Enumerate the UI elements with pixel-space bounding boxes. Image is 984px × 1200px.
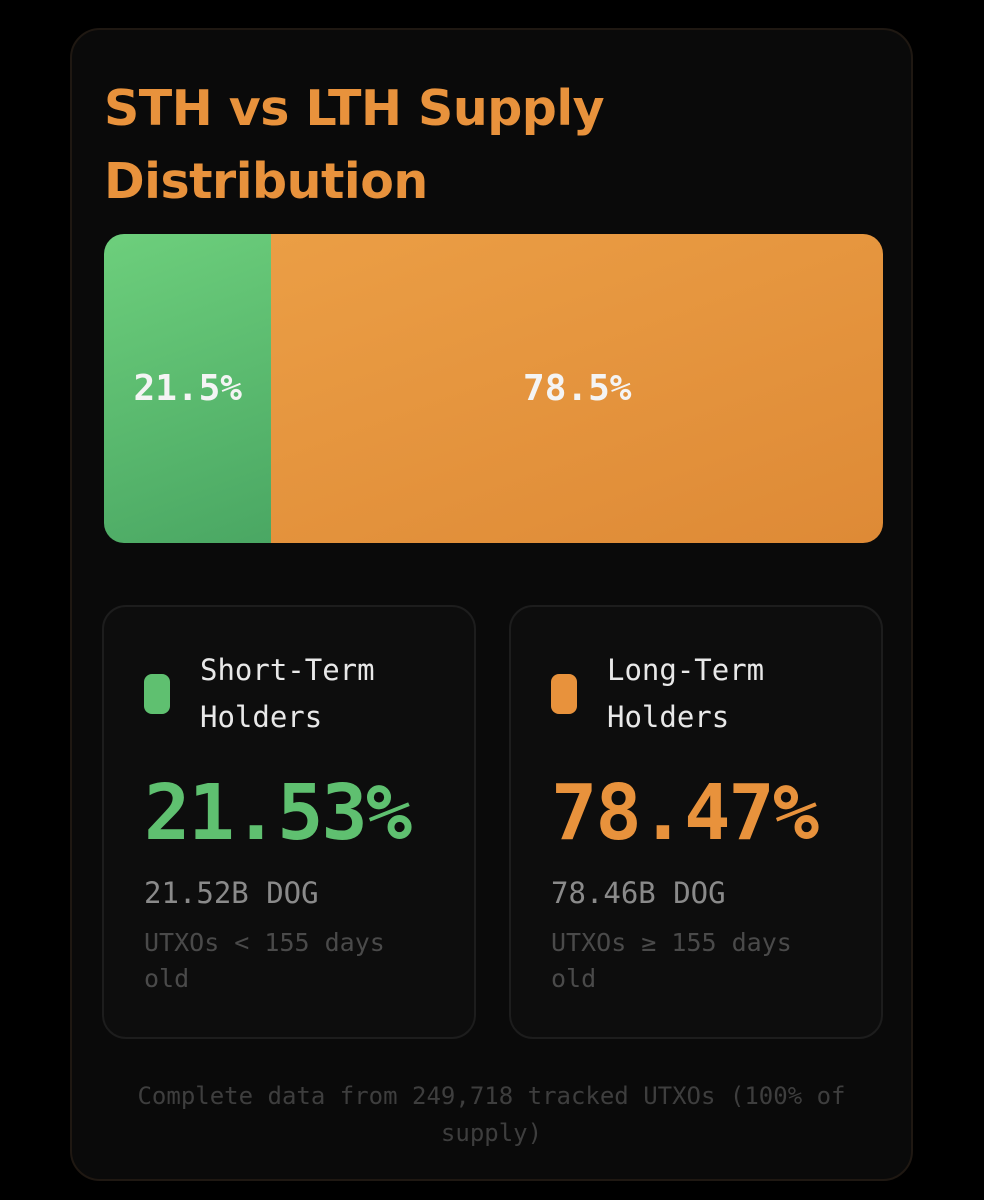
lth-label: Long-Term Holders	[607, 653, 765, 734]
sth-legend-swatch-icon	[144, 674, 170, 714]
sth-bar-segment: 21.5%	[104, 234, 272, 543]
lth-bar-segment: 78.5%	[271, 234, 883, 543]
distribution-bar: 21.5% 78.5%	[104, 234, 883, 543]
sth-amount: 21.52B DOG	[144, 876, 319, 910]
sth-stat-card: Short-Term Holders 21.53% 21.52B DOG UTX…	[102, 605, 476, 1039]
sth-description: UTXOs < 155 days old	[144, 928, 385, 993]
supply-distribution-card: STH vs LTH Supply Distribution 21.5% 78.…	[70, 28, 913, 1181]
lth-description: UTXOs ≥ 155 days old	[551, 928, 792, 993]
lth-legend-swatch-icon	[551, 674, 577, 714]
sth-label: Short-Term Holders	[200, 653, 375, 734]
footer-note: Complete data from 249,718 tracked UTXOs…	[137, 1082, 846, 1147]
lth-stat-card: Long-Term Holders 78.47% 78.46B DOG UTXO…	[509, 605, 883, 1039]
card-title: STH vs LTH Supply Distribution	[104, 80, 605, 210]
lth-percent: 78.47%	[551, 769, 819, 858]
lth-amount: 78.46B DOG	[551, 876, 726, 910]
sth-percent: 21.53%	[144, 769, 412, 858]
